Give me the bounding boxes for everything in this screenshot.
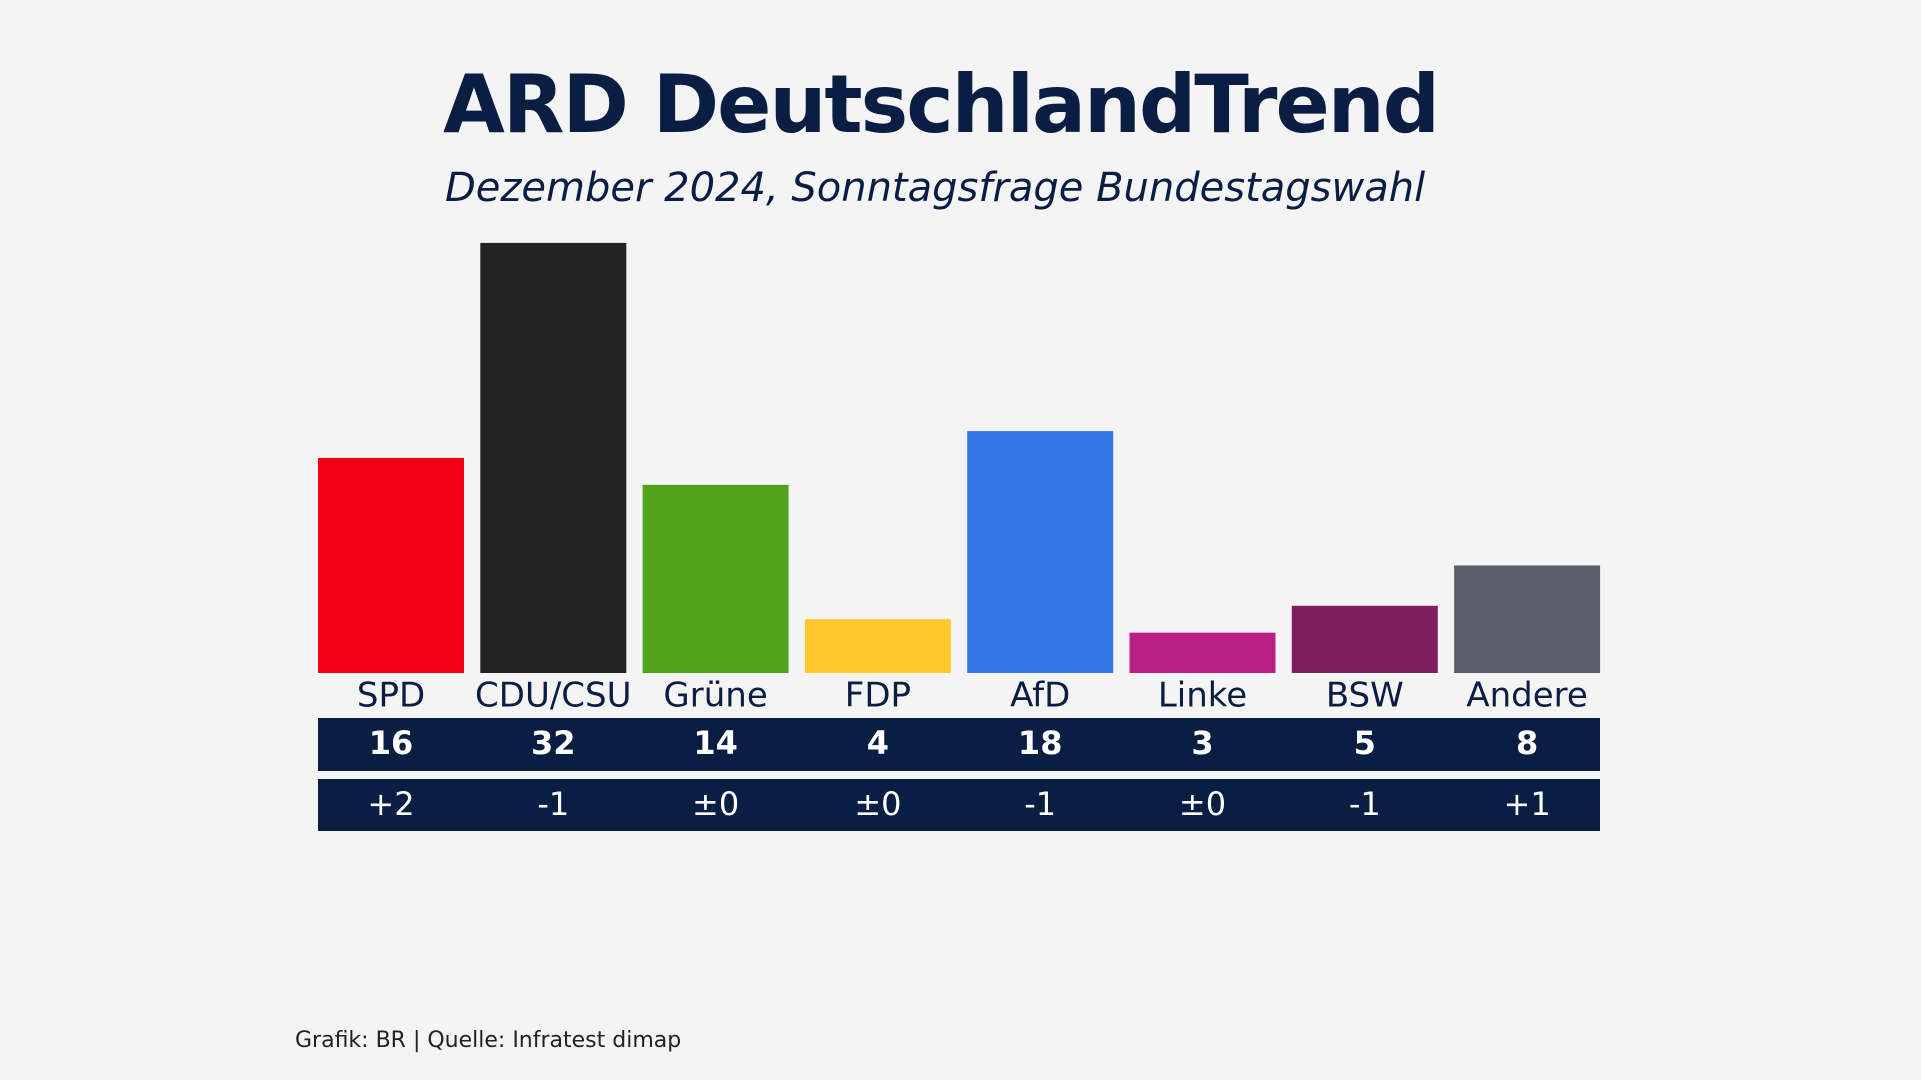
bar	[318, 457, 464, 673]
value-label: 5	[1354, 724, 1376, 762]
value-label: 16	[369, 724, 414, 762]
change-label: -1	[1349, 785, 1381, 823]
category-label: CDU/CSU	[475, 676, 631, 716]
change-label: +1	[1504, 785, 1551, 823]
value-label: 3	[1191, 724, 1213, 762]
category-label: BSW	[1326, 676, 1404, 716]
bar	[1454, 565, 1601, 673]
value-row	[318, 718, 1600, 771]
change-row	[318, 779, 1600, 831]
category-label: Andere	[1466, 676, 1587, 716]
chart-title: ARD DeutschlandTrend	[443, 58, 1438, 151]
change-label: -1	[537, 785, 569, 823]
bar	[804, 619, 951, 673]
category-label: FDP	[845, 676, 911, 716]
value-label: 4	[867, 724, 889, 762]
change-label: ±0	[854, 785, 901, 823]
change-label: -1	[1024, 785, 1056, 823]
bar	[642, 484, 789, 673]
bar	[1291, 605, 1438, 673]
bar	[480, 242, 627, 674]
source-note: Grafik: BR | Quelle: Infratest dimap	[295, 1028, 681, 1053]
category-label: Grüne	[663, 676, 767, 716]
category-label: Linke	[1158, 676, 1247, 716]
change-label: +2	[367, 785, 414, 823]
value-label: 14	[693, 724, 738, 762]
chart-subtitle: Dezember 2024, Sonntagsfrage Bundestagsw…	[445, 165, 1425, 211]
bar	[1129, 632, 1276, 673]
change-label: ±0	[1179, 785, 1226, 823]
category-label: AfD	[1010, 676, 1070, 716]
value-label: 8	[1516, 724, 1538, 762]
category-label: SPD	[357, 676, 425, 716]
value-label: 18	[1018, 724, 1063, 762]
change-label: ±0	[692, 785, 739, 823]
value-label: 32	[531, 724, 576, 762]
bar	[967, 431, 1114, 673]
